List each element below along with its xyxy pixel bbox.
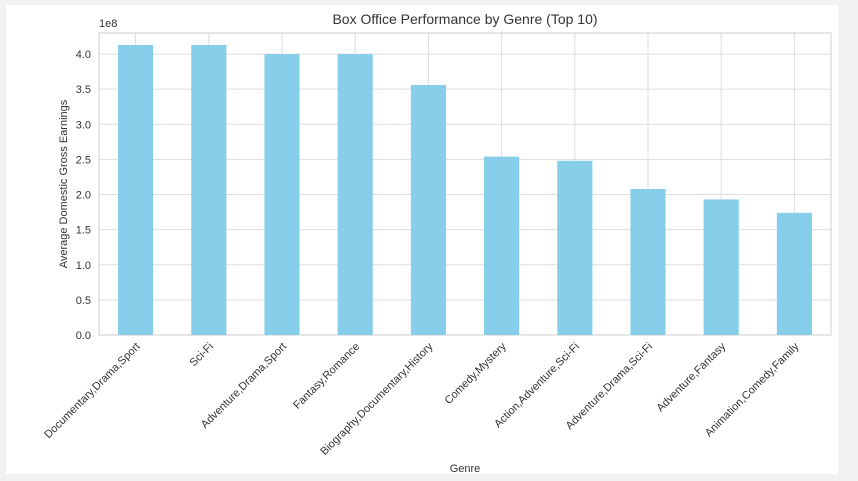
x-tick-labels: Documentary,Drama,Sport Sci-FiAdventure,D… [42,340,802,457]
y-axis-label: Average Domestic Gross Earnings [58,99,70,268]
plot-area [98,32,832,336]
x-tick-label: Adventure,Drama,Sport [199,341,289,431]
y-axis-offset-label: 1e8 [99,18,117,30]
x-tick-label: Adventure,Drama,Sci-Fi [564,341,655,432]
x-tick-label: Sci-Fi [188,341,216,369]
y-tick-label: 0.0 [76,330,91,342]
bar [118,44,154,335]
y-tick-label: 1.0 [76,260,91,272]
bar [337,54,373,336]
x-tick-label: Comedy,Mystery [442,340,509,407]
x-tick-label: Adventure,Fantasy [655,340,729,414]
bar [703,199,739,335]
x-tick-label: Action,Adventure,Sci-Fi [492,341,582,431]
y-tick-labels: 0.0 0.5 1.0 1.5 2.0 2.5 3.0 3.5 4.0 [76,49,91,342]
y-tick-label: 1.5 [76,225,91,237]
bar [484,156,520,335]
bar [776,212,812,335]
bars [118,44,812,336]
y-tick-label: 0.5 [76,295,91,307]
page-edge [838,0,858,481]
bar [264,54,300,336]
bar [410,84,446,335]
chart-title: Box Office Performance by Genre (Top 10) [332,11,597,27]
y-tick-label: 4.0 [76,49,91,61]
y-tick-label: 2.0 [76,190,91,202]
bar [557,160,593,335]
y-tick-label: 3.5 [76,84,91,96]
x-axis-label: Genre [450,463,481,475]
bar [630,188,666,335]
y-tick-label: 3.0 [76,119,91,131]
x-tick-label: Documentary,Drama,Sport [42,341,142,441]
y-tick-label: 2.5 [76,154,91,166]
bar [191,44,227,335]
x-tick-label: Fantasy,Romance [291,341,362,412]
